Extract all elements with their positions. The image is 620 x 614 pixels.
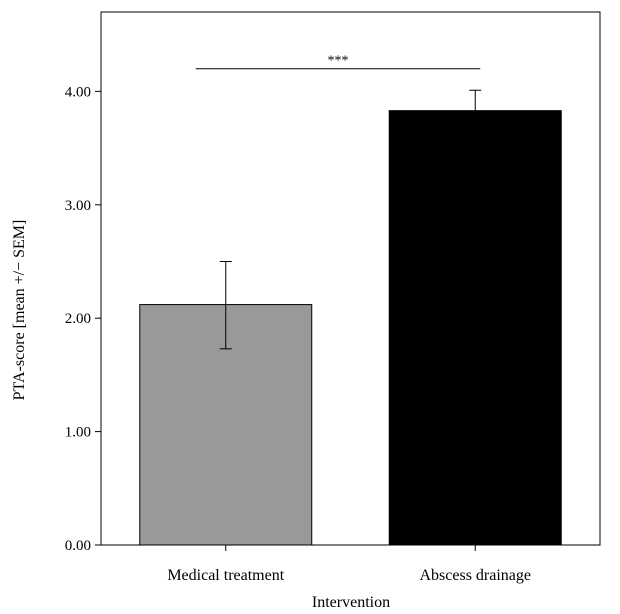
y-axis-ticks: 0.00 1.00 2.00 3.00 4.00: [65, 84, 101, 554]
significance-label: ***: [328, 54, 349, 69]
bar: [388, 110, 562, 546]
plot-frame: [100, 11, 601, 546]
y-tick-label: 2.00: [65, 311, 91, 327]
y-tick-label: 0.00: [65, 538, 91, 554]
bars: [139, 110, 562, 546]
significance-annotation: ***: [195, 54, 481, 70]
y-tick-label: 3.00: [65, 198, 91, 214]
x-axis-title: Intervention: [312, 594, 390, 611]
plot-frame-box: [100, 11, 601, 546]
x-category-label: Medical treatment: [167, 567, 284, 584]
x-axis-categories: Medical treatment Abscess drainage: [167, 545, 531, 584]
y-tick-label: 4.00: [65, 84, 91, 100]
error-bars: [219, 89, 482, 350]
y-tick-label: 1.00: [65, 425, 91, 441]
x-category-label: Abscess drainage: [419, 567, 531, 584]
y-axis-title: PTA-score [mean +/− SEM]: [11, 220, 28, 401]
